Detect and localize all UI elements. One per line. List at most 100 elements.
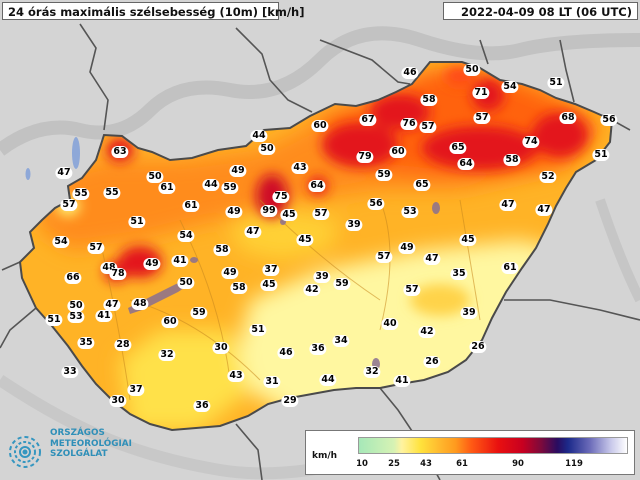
station-value: 64 bbox=[457, 158, 475, 170]
station-value: 50 bbox=[146, 171, 164, 183]
station-value: 47 bbox=[103, 299, 121, 311]
logo-line: SZOLGÁLAT bbox=[50, 449, 108, 459]
station-value: 33 bbox=[61, 366, 79, 378]
station-value: 34 bbox=[332, 335, 350, 347]
station-value: 26 bbox=[423, 356, 441, 368]
station-value: 45 bbox=[280, 209, 298, 221]
station-value: 66 bbox=[64, 272, 82, 284]
station-value: 55 bbox=[103, 187, 121, 199]
station-value: 61 bbox=[158, 182, 176, 194]
station-value: 43 bbox=[227, 370, 245, 382]
station-value: 56 bbox=[367, 198, 385, 210]
station-value: 45 bbox=[260, 279, 278, 291]
legend-tick: 25 bbox=[388, 459, 400, 469]
station-value: 47 bbox=[423, 253, 441, 265]
station-value: 53 bbox=[67, 311, 85, 323]
station-value: 29 bbox=[281, 395, 299, 407]
station-value: 58 bbox=[503, 154, 521, 166]
station-value: 59 bbox=[375, 169, 393, 181]
station-value: 50 bbox=[258, 143, 276, 155]
station-value: 57 bbox=[473, 112, 491, 124]
legend-tick: 43 bbox=[420, 459, 432, 469]
station-value: 76 bbox=[400, 118, 418, 130]
station-value: 49 bbox=[229, 165, 247, 177]
station-value: 46 bbox=[277, 347, 295, 359]
station-value: 58 bbox=[420, 94, 438, 106]
legend-color-scale bbox=[358, 437, 628, 454]
station-value: 48 bbox=[131, 298, 149, 310]
station-value: 40 bbox=[381, 318, 399, 330]
logo-line: ORSZÁGOS bbox=[50, 428, 105, 438]
station-value: 58 bbox=[230, 282, 248, 294]
station-value: 53 bbox=[401, 206, 419, 218]
station-value: 36 bbox=[309, 343, 327, 355]
station-value: 49 bbox=[225, 206, 243, 218]
legend-unit: km/h bbox=[312, 451, 338, 461]
station-value: 61 bbox=[501, 262, 519, 274]
station-value: 44 bbox=[319, 374, 337, 386]
station-value: 56 bbox=[600, 114, 618, 126]
station-value: 57 bbox=[60, 199, 78, 211]
station-value: 35 bbox=[450, 268, 468, 280]
station-value: 39 bbox=[313, 271, 331, 283]
station-value: 51 bbox=[45, 314, 63, 326]
station-value: 49 bbox=[143, 258, 161, 270]
station-value: 63 bbox=[111, 146, 129, 158]
station-value: 37 bbox=[127, 384, 145, 396]
station-value: 37 bbox=[262, 264, 280, 276]
station-value: 58 bbox=[213, 244, 231, 256]
station-value: 67 bbox=[359, 114, 377, 126]
legend: km/h 10 25 43 61 90 119 bbox=[305, 430, 635, 475]
station-value: 60 bbox=[389, 146, 407, 158]
station-value: 74 bbox=[522, 136, 540, 148]
station-value: 61 bbox=[182, 200, 200, 212]
station-value: 50 bbox=[67, 300, 85, 312]
station-value: 41 bbox=[95, 310, 113, 322]
station-value: 39 bbox=[345, 219, 363, 231]
station-value: 57 bbox=[375, 251, 393, 263]
station-value: 54 bbox=[52, 236, 70, 248]
station-value: 47 bbox=[244, 226, 262, 238]
station-value: 57 bbox=[419, 121, 437, 133]
station-value: 41 bbox=[171, 255, 189, 267]
station-value: 71 bbox=[472, 87, 490, 99]
station-value: 60 bbox=[311, 120, 329, 132]
station-value: 36 bbox=[193, 400, 211, 412]
logo-icon bbox=[9, 436, 41, 468]
station-value: 59 bbox=[333, 278, 351, 290]
station-value: 42 bbox=[303, 284, 321, 296]
station-value: 46 bbox=[401, 67, 419, 79]
station-value: 57 bbox=[312, 208, 330, 220]
legend-tick: 119 bbox=[565, 459, 583, 469]
station-value: 41 bbox=[393, 375, 411, 387]
station-value: 51 bbox=[592, 149, 610, 161]
station-value: 79 bbox=[356, 151, 374, 163]
station-value: 51 bbox=[547, 77, 565, 89]
station-value: 54 bbox=[177, 230, 195, 242]
station-value: 47 bbox=[55, 167, 73, 179]
station-value: 54 bbox=[501, 81, 519, 93]
station-value: 30 bbox=[212, 342, 230, 354]
station-value: 51 bbox=[128, 216, 146, 228]
station-value: 31 bbox=[263, 376, 281, 388]
station-value: 49 bbox=[398, 242, 416, 254]
legend-tick: 61 bbox=[456, 459, 468, 469]
station-value: 49 bbox=[221, 267, 239, 279]
station-value: 68 bbox=[559, 112, 577, 124]
station-value: 47 bbox=[499, 199, 517, 211]
station-value: 59 bbox=[190, 307, 208, 319]
station-value: 47 bbox=[535, 204, 553, 216]
logo-line: METEOROLÓGIAI bbox=[50, 438, 132, 449]
station-value: 45 bbox=[296, 234, 314, 246]
station-value: 39 bbox=[460, 307, 478, 319]
legend-tick: 10 bbox=[356, 459, 368, 469]
station-value: 51 bbox=[249, 324, 267, 336]
station-value: 32 bbox=[363, 366, 381, 378]
station-value: 55 bbox=[72, 188, 90, 200]
station-value: 65 bbox=[413, 179, 431, 191]
station-value: 57 bbox=[403, 284, 421, 296]
station-value: 59 bbox=[221, 182, 239, 194]
station-value: 44 bbox=[202, 179, 220, 191]
station-value: 28 bbox=[114, 339, 132, 351]
